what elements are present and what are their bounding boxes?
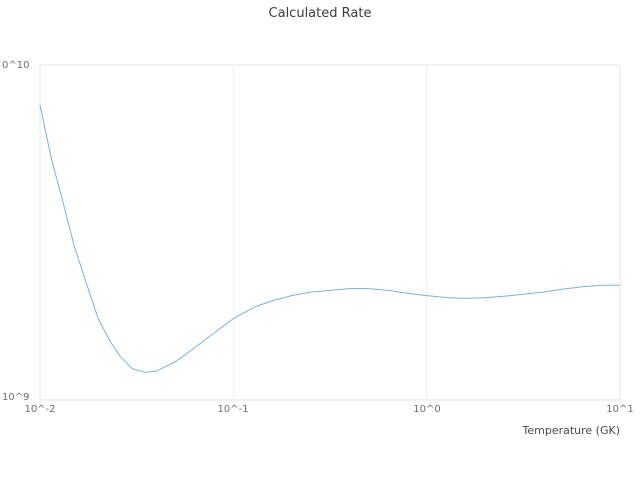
- x-tick-label-0: 10^-2: [24, 404, 56, 415]
- chart-title: Calculated Rate: [268, 6, 372, 21]
- x-tick-label-1: 10^-1: [217, 404, 249, 415]
- y-tick-label-bottom: 10^9: [2, 392, 30, 403]
- x-tick-label-3: 10^1: [606, 404, 634, 415]
- x-tick-label-2: 10^0: [413, 404, 441, 415]
- y-tick-label-top: 0^10: [2, 60, 30, 71]
- series-line-calculated-rate: [39, 104, 620, 373]
- x-axis-title: Temperature (GK): [522, 424, 621, 437]
